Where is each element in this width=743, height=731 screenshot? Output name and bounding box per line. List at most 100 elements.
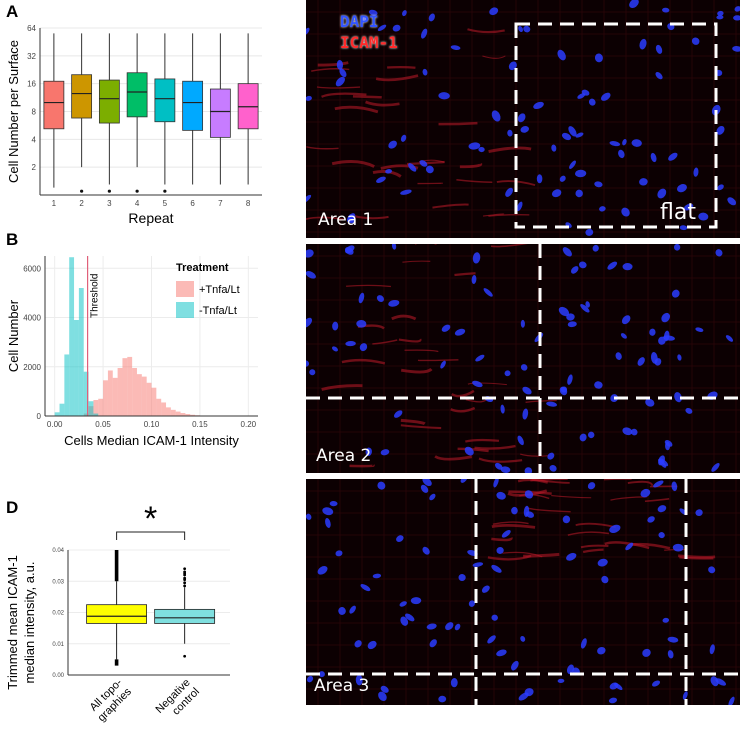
dapi-nucleus — [639, 38, 647, 50]
dapi-nucleus — [558, 306, 570, 317]
dapi-nucleus — [657, 505, 667, 513]
dapi-nucleus — [594, 53, 603, 63]
dapi-nucleus — [637, 357, 645, 366]
dapi-nucleus — [309, 369, 316, 376]
dapi-nucleus — [549, 465, 557, 472]
dapi-nucleus — [339, 68, 347, 78]
dapi-nucleus — [419, 160, 428, 167]
dapi-nucleus — [399, 601, 407, 607]
histogram-bar — [141, 376, 147, 416]
icam1-signal — [451, 389, 475, 398]
dapi-nucleus — [608, 697, 618, 704]
dapi-nucleus — [518, 25, 523, 33]
dapi-nucleus — [585, 228, 594, 236]
dapi-nucleus — [566, 313, 575, 321]
icam1-signal — [456, 178, 493, 183]
dapi-nucleus — [693, 167, 699, 177]
dapi-nucleus — [440, 360, 446, 369]
significance-bracket — [116, 531, 186, 540]
dapi-nucleus — [345, 341, 356, 347]
icam1-signal — [610, 496, 647, 501]
dapi-nucleus — [306, 95, 312, 101]
micrograph-area-1 — [306, 0, 740, 238]
box — [86, 604, 147, 624]
dapi-nucleus — [331, 346, 338, 352]
dapi-nucleus — [361, 16, 369, 22]
histogram-bar — [83, 371, 89, 416]
icam1-signal — [567, 531, 610, 536]
dapi-nucleus — [672, 543, 684, 552]
dapi-nucleus — [325, 517, 331, 528]
box — [154, 608, 216, 624]
micrograph-canvas — [306, 244, 740, 473]
icam1-signal — [678, 554, 716, 559]
icam1-signal — [644, 498, 670, 502]
dapi-nucleus — [622, 427, 633, 436]
dapi-nucleus — [478, 146, 485, 153]
dapi-nucleus — [640, 488, 651, 498]
dapi-nucleus — [336, 59, 344, 70]
dapi-nucleus — [322, 507, 334, 516]
histogram-bar — [146, 382, 152, 416]
y-tick-label: 6000 — [23, 264, 41, 273]
dapi-nucleus — [679, 225, 688, 231]
icam1-signal — [321, 92, 367, 98]
outlier-point — [183, 584, 187, 588]
dapi-nucleus — [306, 360, 310, 367]
outlier-point — [135, 189, 139, 193]
dapi-nucleus — [658, 336, 666, 345]
outlier-point — [163, 189, 167, 193]
x-tick-label: 0.10 — [144, 420, 160, 429]
dapi-nucleus — [588, 98, 596, 106]
dapi-nucleus — [420, 484, 429, 493]
dapi-nucleus — [560, 386, 568, 393]
histogram-bar — [156, 398, 162, 416]
dapi-nucleus — [655, 44, 663, 54]
dapi-nucleus — [306, 513, 312, 520]
dapi-nucleus — [500, 404, 505, 414]
dapi-nucleus — [385, 169, 393, 174]
dapi-nucleus — [717, 184, 724, 191]
dapi-nucleus — [356, 319, 367, 328]
panel-letter-b: B — [6, 230, 19, 249]
dapi-nucleus — [306, 675, 314, 683]
dapi-nucleus — [460, 479, 468, 483]
dapi-nucleus — [621, 315, 631, 325]
icam1-signal — [400, 367, 433, 374]
dapi-nucleus — [630, 428, 638, 436]
dapi-nucleus — [663, 335, 675, 341]
dapi-nucleus — [647, 516, 655, 523]
dapi-nucleus — [621, 207, 630, 217]
icam1-signal — [582, 548, 604, 554]
histogram-bar — [161, 402, 167, 416]
icam1-signal — [311, 68, 350, 72]
dapi-nucleus — [524, 688, 534, 697]
icam1-signal — [507, 489, 548, 497]
dapi-nucleus — [579, 433, 587, 442]
dapi-nucleus — [522, 386, 532, 395]
dapi-nucleus — [600, 92, 611, 101]
icam1-signal — [551, 495, 592, 499]
dapi-nucleus — [378, 691, 387, 702]
y-tick-label: 0.02 — [52, 611, 64, 617]
icam1-signal — [352, 214, 389, 220]
dapi-nucleus — [599, 206, 606, 212]
dapi-nucleus — [391, 244, 397, 250]
icam1-signal — [450, 406, 476, 413]
icam1-signal — [467, 382, 507, 386]
dapi-nucleus — [695, 327, 704, 332]
dapi-nucleus — [671, 481, 678, 492]
dapi-nucleus — [727, 197, 737, 206]
x-tick-label: 3 — [107, 199, 112, 208]
dapi-nucleus — [710, 676, 719, 687]
dapi-nucleus — [682, 691, 688, 700]
dapi-nucleus — [642, 648, 651, 657]
y-tick-label: 64 — [27, 24, 36, 33]
dapi-nucleus — [615, 352, 622, 360]
dapi-nucleus — [481, 585, 490, 593]
dapi-nucleus — [625, 542, 634, 551]
dapi-nucleus — [661, 312, 671, 323]
y-tick-label: 0.00 — [52, 673, 64, 679]
area-3-label: Area 3 — [314, 676, 370, 696]
histogram-bar — [185, 414, 191, 416]
